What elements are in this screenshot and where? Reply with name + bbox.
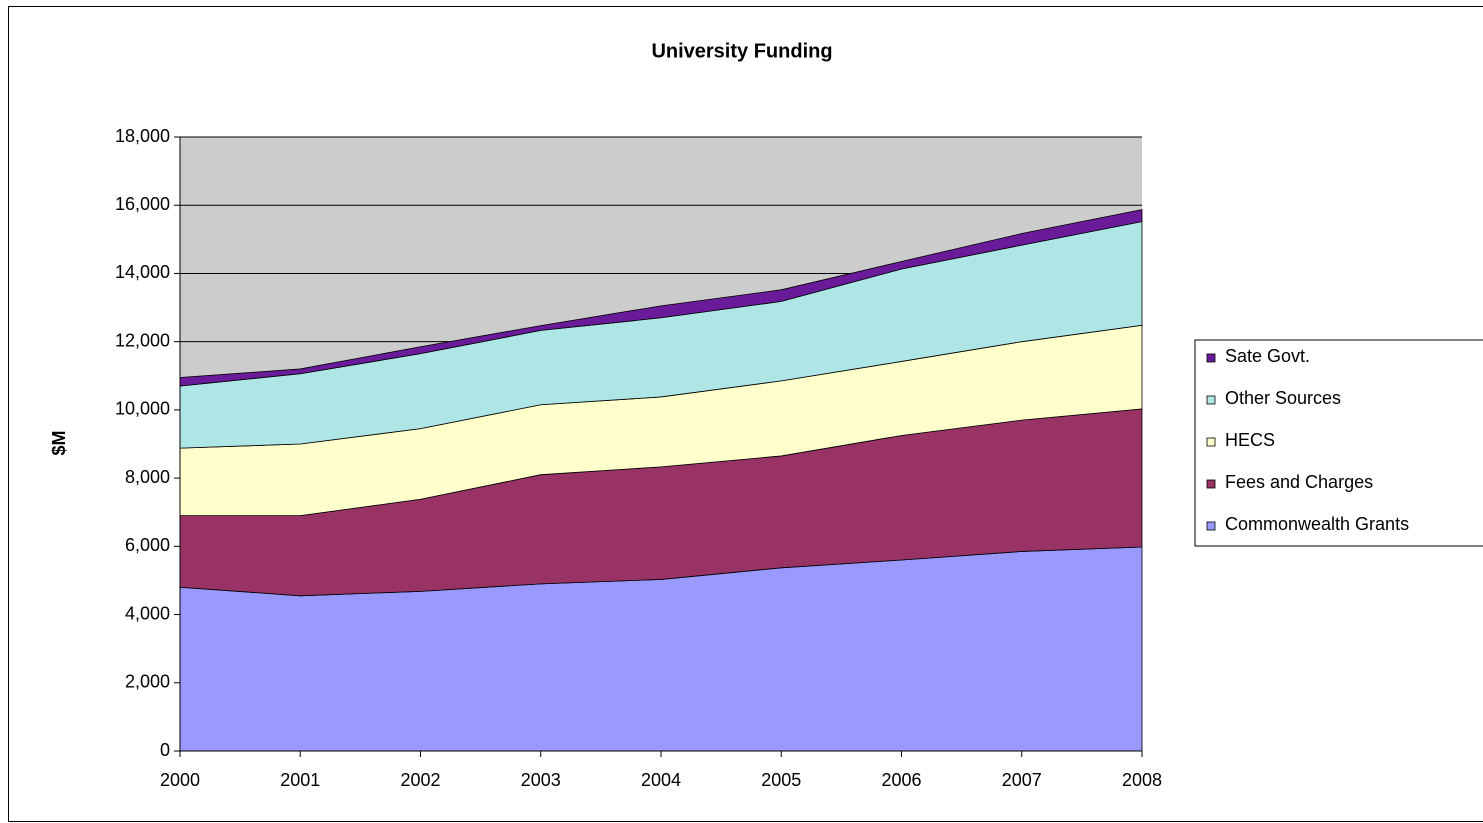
x-tick-label: 2002	[400, 770, 440, 790]
y-tick-label: 16,000	[115, 194, 170, 214]
legend-label: Other Sources	[1225, 388, 1341, 408]
x-tick-label: 2006	[881, 770, 921, 790]
y-axis-label: $M	[49, 430, 69, 455]
x-tick-label: 2003	[521, 770, 561, 790]
y-tick-label: 6,000	[125, 535, 170, 555]
x-tick-label: 2005	[761, 770, 801, 790]
x-tick-label: 2001	[280, 770, 320, 790]
chart-title: University Funding	[651, 40, 832, 62]
y-tick-label: 8,000	[125, 467, 170, 487]
x-tick-label: 2000	[160, 770, 200, 790]
legend-label: HECS	[1225, 430, 1275, 450]
legend-label: Sate Govt.	[1225, 346, 1310, 366]
legend-label: Commonwealth Grants	[1225, 514, 1409, 534]
y-tick-label: 12,000	[115, 330, 170, 350]
y-tick-label: 4,000	[125, 603, 170, 623]
y-tick-label: 18,000	[115, 126, 170, 146]
x-tick-label: 2004	[641, 770, 681, 790]
legend-swatch	[1206, 521, 1216, 531]
legend-swatch	[1206, 395, 1216, 405]
legend-box	[1194, 339, 1483, 547]
legend-swatch	[1206, 353, 1216, 363]
x-tick-label: 2007	[1002, 770, 1042, 790]
legend-swatch	[1206, 437, 1216, 447]
y-tick-label: 0	[160, 740, 170, 760]
legend-swatch	[1206, 479, 1216, 489]
legend-label: Fees and Charges	[1225, 472, 1373, 492]
y-tick-label: 10,000	[115, 399, 170, 419]
y-tick-label: 14,000	[115, 262, 170, 282]
area	[179, 209, 1143, 387]
y-tick-label: 2,000	[125, 672, 170, 692]
x-tick-label: 2008	[1122, 770, 1162, 790]
